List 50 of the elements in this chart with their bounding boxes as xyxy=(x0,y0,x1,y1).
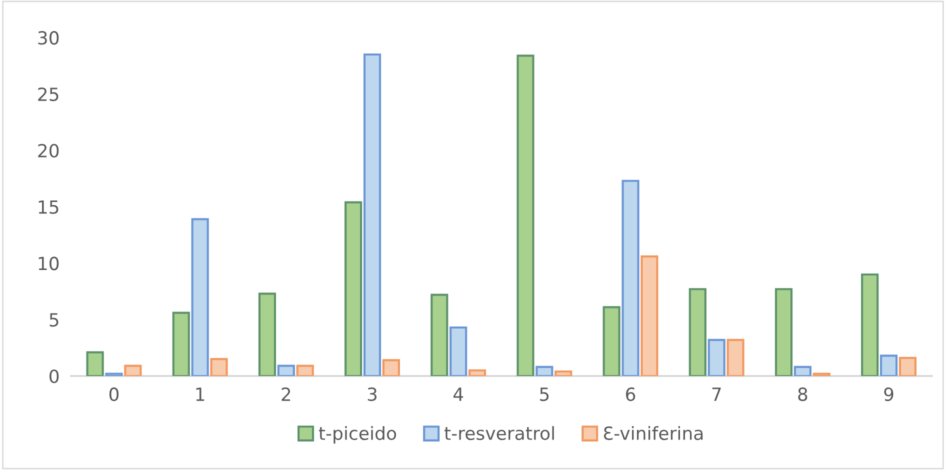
bar xyxy=(554,370,572,376)
x-tick-label: 6 xyxy=(626,387,636,402)
bar xyxy=(602,306,620,376)
bar xyxy=(210,358,228,376)
bar xyxy=(277,364,295,376)
bar xyxy=(880,354,898,376)
bar xyxy=(688,288,706,376)
y-tick-label: 30 xyxy=(38,31,59,45)
y-tick-label: 20 xyxy=(38,144,59,158)
legend-label: t-resveratrol xyxy=(444,426,554,440)
bar xyxy=(622,180,640,376)
x-tick-label: 5 xyxy=(540,388,549,402)
y-tick-label: 5 xyxy=(50,313,58,327)
bar xyxy=(536,366,554,376)
bar xyxy=(468,369,486,376)
legend-label: t-piceido xyxy=(318,426,396,444)
bar xyxy=(124,364,142,376)
bar xyxy=(382,359,400,376)
x-tick-label: 0 xyxy=(109,387,119,402)
bar xyxy=(812,372,830,376)
bar xyxy=(450,326,468,376)
bar xyxy=(774,288,793,376)
bar xyxy=(640,255,658,376)
y-tick-label: 15 xyxy=(38,200,58,214)
x-tick-label: 3 xyxy=(368,387,377,402)
y-tick-label: 10 xyxy=(38,256,59,270)
bar xyxy=(296,364,314,376)
bar xyxy=(708,338,726,376)
bar xyxy=(191,218,209,376)
y-tick-label: 0 xyxy=(50,369,59,384)
x-tick-label: 9 xyxy=(884,387,894,402)
y-tick-label: 25 xyxy=(38,87,58,102)
x-tick-label: 2 xyxy=(282,387,290,401)
x-tick-label: 4 xyxy=(453,388,464,401)
x-tick-label: 1 xyxy=(196,388,204,401)
bar xyxy=(794,366,812,376)
x-tick-label: 7 xyxy=(712,388,721,401)
bar xyxy=(430,294,448,376)
bar xyxy=(258,292,276,376)
x-tick-label: 8 xyxy=(798,387,808,402)
bar xyxy=(516,54,534,376)
bar xyxy=(726,338,744,376)
bar xyxy=(172,312,190,376)
bar xyxy=(363,53,382,376)
bar xyxy=(105,372,123,376)
bar xyxy=(344,201,362,376)
legend-label: Ɛ-viniferina xyxy=(604,426,703,440)
bar xyxy=(86,351,104,376)
bar xyxy=(861,273,879,376)
bar xyxy=(898,356,916,376)
